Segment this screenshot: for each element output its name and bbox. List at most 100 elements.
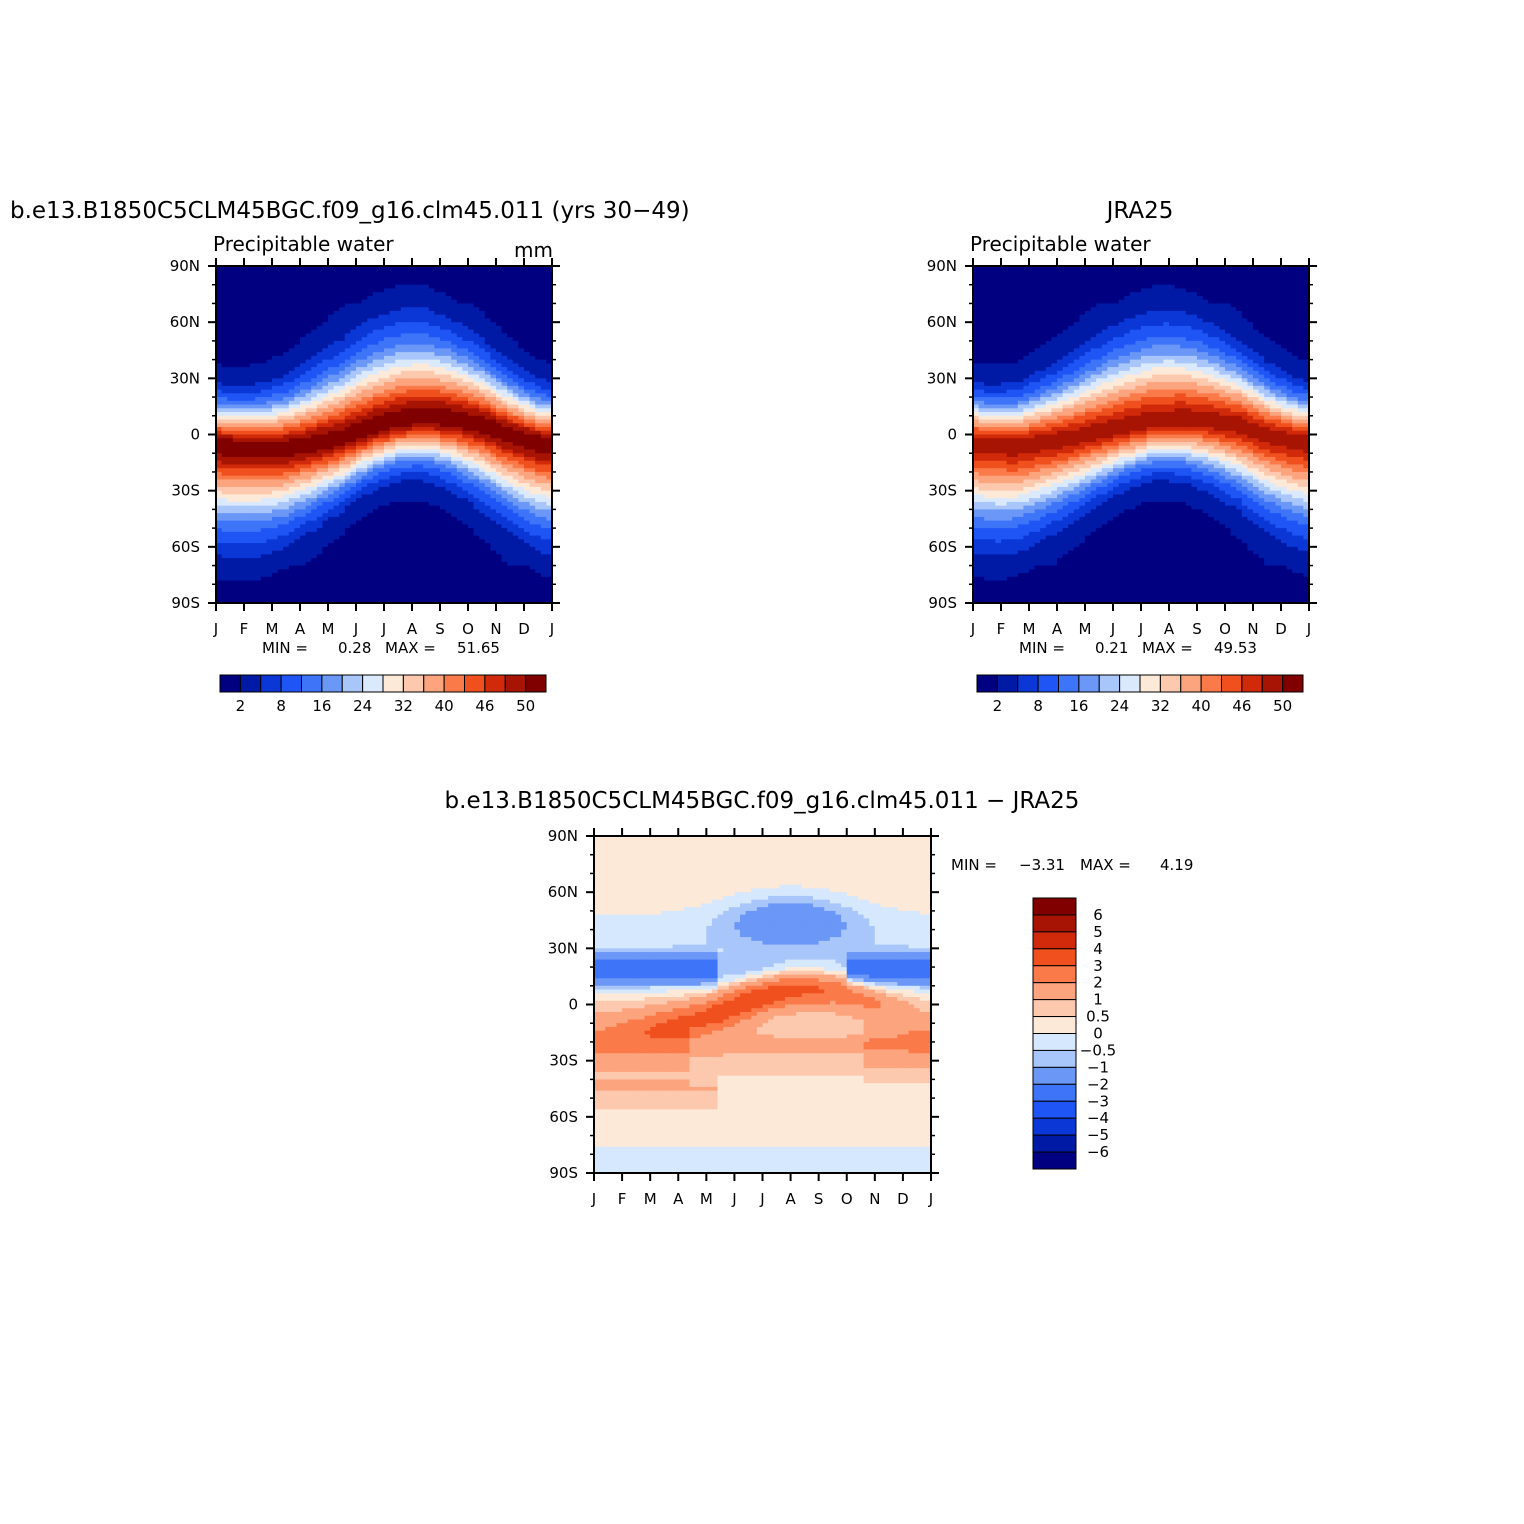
heatmap-cell xyxy=(277,423,284,428)
heatmap-cell xyxy=(479,558,486,563)
heatmap-cell xyxy=(238,408,245,413)
heatmap-cell xyxy=(227,498,234,503)
heatmap-cell xyxy=(372,471,379,477)
heatmap-cell xyxy=(361,483,368,488)
heatmap-cell xyxy=(294,352,301,357)
heatmap-cell xyxy=(456,471,463,477)
heatmap-cell xyxy=(395,516,402,522)
heatmap-cell xyxy=(328,299,335,305)
heatmap-cell xyxy=(244,543,251,548)
heatmap-cell xyxy=(227,535,234,540)
heatmap-cell xyxy=(333,419,340,424)
heatmap-cell xyxy=(283,295,290,301)
heatmap-cell xyxy=(468,509,475,514)
heatmap-cell xyxy=(255,584,262,589)
heatmap-cell xyxy=(238,303,245,308)
heatmap-cell xyxy=(417,363,424,368)
heatmap-cell xyxy=(361,565,368,570)
heatmap-cell xyxy=(344,501,351,507)
heatmap-cell xyxy=(216,292,223,297)
heatmap-cell xyxy=(316,352,323,357)
heatmap-cell xyxy=(277,543,284,548)
heatmap-cell xyxy=(221,393,228,398)
heatmap-cell xyxy=(221,266,228,271)
heatmap-cell xyxy=(367,314,374,320)
heatmap-cell xyxy=(316,505,323,510)
heatmap-cell xyxy=(389,550,396,555)
heatmap-cell xyxy=(406,404,413,409)
heatmap-cell xyxy=(417,539,424,544)
heatmap-cell xyxy=(490,307,497,312)
heatmap-cell xyxy=(473,378,480,383)
heatmap-cell xyxy=(395,292,402,297)
heatmap-cell xyxy=(434,352,441,357)
heatmap-cell xyxy=(406,501,413,507)
heatmap-cell xyxy=(462,333,469,338)
heatmap-cell xyxy=(501,528,508,533)
heatmap-cell xyxy=(501,382,508,387)
heatmap-cell xyxy=(400,513,407,518)
heatmap-cell xyxy=(288,456,295,462)
heatmap-cell xyxy=(406,483,413,488)
heatmap-cell xyxy=(272,471,279,477)
heatmap-cell xyxy=(496,591,503,597)
heatmap-cell xyxy=(395,333,402,338)
heatmap-cell xyxy=(249,573,256,578)
heatmap-cell xyxy=(328,307,335,312)
heatmap-cell xyxy=(445,393,452,398)
heatmap-cell xyxy=(378,382,385,387)
heatmap-cell xyxy=(356,505,363,510)
heatmap-cell xyxy=(227,367,234,372)
heatmap-cell xyxy=(428,573,435,578)
heatmap-cell xyxy=(249,374,256,379)
heatmap-cell xyxy=(361,531,368,537)
heatmap-cell xyxy=(378,277,385,282)
heatmap-cell xyxy=(473,498,480,503)
heatmap-cell xyxy=(400,520,407,525)
heatmap-cell xyxy=(490,318,497,323)
heatmap-cell xyxy=(232,520,239,525)
heatmap-cell xyxy=(244,498,251,503)
heatmap-cell xyxy=(496,355,503,361)
heatmap-cell xyxy=(395,393,402,398)
heatmap-cell xyxy=(227,419,234,424)
heatmap-cell xyxy=(389,310,396,316)
heatmap-cell xyxy=(322,565,329,570)
heatmap-cell xyxy=(294,438,301,443)
heatmap-cell xyxy=(227,528,234,533)
heatmap-cell xyxy=(445,524,452,529)
heatmap-cell xyxy=(518,412,525,417)
heatmap-cell xyxy=(496,546,503,552)
heatmap-cell xyxy=(468,344,475,349)
heatmap-cell xyxy=(372,340,379,346)
panel3-title: b.e13.B1850C5CLM45BGC.f09_g16.clm45.011 … xyxy=(445,788,1080,814)
heatmap-cell xyxy=(232,337,239,342)
heatmap-cell xyxy=(305,310,312,316)
heatmap-cell xyxy=(417,546,424,552)
heatmap-cell xyxy=(501,441,508,447)
heatmap-cell xyxy=(496,423,503,428)
heatmap-cell xyxy=(473,434,480,439)
heatmap-cell xyxy=(434,460,441,466)
heatmap-cell xyxy=(361,277,368,282)
heatmap-cell xyxy=(484,269,491,275)
heatmap-cell xyxy=(479,498,486,503)
heatmap-cell xyxy=(227,580,234,585)
heatmap-cell xyxy=(305,280,312,286)
heatmap-cell xyxy=(372,412,379,417)
heatmap-cell xyxy=(496,412,503,417)
heatmap-cell xyxy=(423,554,430,559)
heatmap-cell xyxy=(473,565,480,570)
heatmap-cell xyxy=(490,490,497,496)
heatmap-cell xyxy=(496,438,503,443)
heatmap-cell xyxy=(356,513,363,518)
heatmap-cell xyxy=(277,576,284,582)
heatmap-cell xyxy=(244,475,251,481)
heatmap-cell xyxy=(507,303,514,308)
heatmap-cell xyxy=(238,299,245,305)
heatmap-cell xyxy=(462,397,469,402)
heatmap-cell xyxy=(344,363,351,368)
heatmap-cell xyxy=(367,307,374,312)
heatmap-cell xyxy=(395,269,402,275)
heatmap-cell xyxy=(300,460,307,466)
